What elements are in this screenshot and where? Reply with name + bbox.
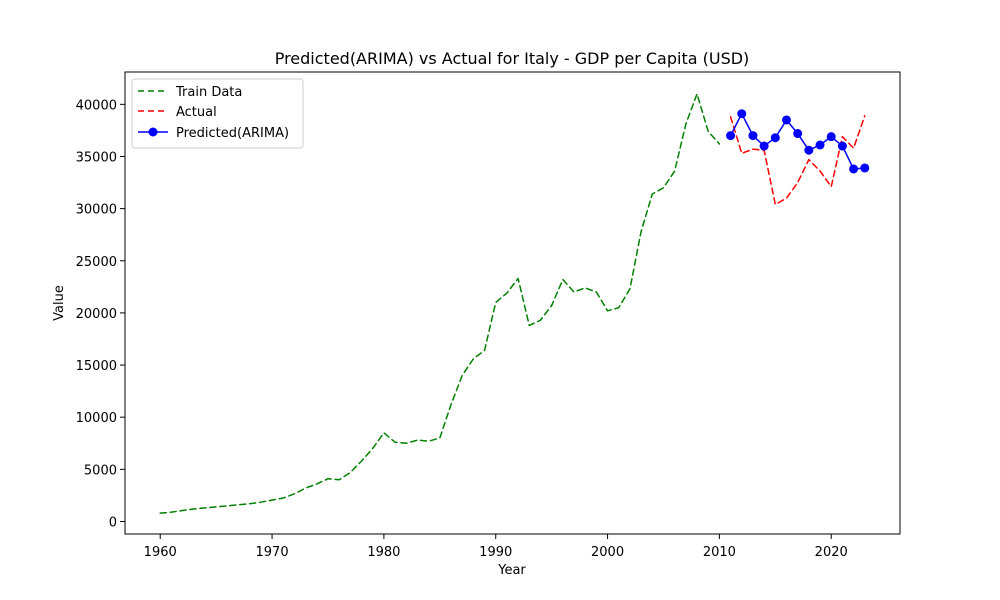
y-tick-label: 40000 xyxy=(76,98,117,113)
legend: Train Data Actual Predicted(ARIMA) xyxy=(131,78,304,149)
x-tick-label: 2000 xyxy=(591,545,624,560)
legend-box xyxy=(131,78,304,149)
predicted-point xyxy=(759,141,769,151)
legend-train-label: Train Data xyxy=(175,85,242,100)
predicted-point xyxy=(826,132,836,142)
legend-predicted-label: Predicted(ARIMA) xyxy=(176,126,289,141)
y-tick-label: 25000 xyxy=(76,255,117,270)
x-tick-label: 1970 xyxy=(256,545,289,560)
predicted-point xyxy=(726,131,736,141)
legend-predicted-marker xyxy=(148,127,158,137)
predicted-point xyxy=(815,140,825,150)
y-axis: 0 5000 10000 15000 20000 25000 30000 35000 40000 xyxy=(76,98,125,530)
predicted-point xyxy=(837,141,847,151)
y-tick-label: 0 xyxy=(109,515,117,530)
predicted-point xyxy=(737,109,747,119)
predicted-point xyxy=(770,133,780,143)
plot-area xyxy=(159,93,870,514)
y-tick-label: 5000 xyxy=(84,463,117,478)
series-line-0 xyxy=(159,93,721,514)
plot-frame xyxy=(124,71,901,535)
x-axis: 1960 1970 1980 1990 2000 2010 2020 xyxy=(144,534,848,560)
predicted-point xyxy=(748,131,758,141)
predicted-point xyxy=(804,145,814,155)
y-tick-label: 10000 xyxy=(76,411,117,426)
y-tick-label: 20000 xyxy=(76,307,117,322)
y-tick-label: 30000 xyxy=(76,203,117,218)
x-tick-label: 2020 xyxy=(815,545,848,560)
x-axis-label: Year xyxy=(497,563,526,578)
legend-actual-label: Actual xyxy=(176,105,217,120)
predicted-point xyxy=(849,164,859,174)
chart-title: Predicted(ARIMA) vs Actual for Italy - G… xyxy=(275,49,750,68)
x-tick-label: 2010 xyxy=(703,545,736,560)
y-tick-label: 35000 xyxy=(76,150,117,165)
x-tick-label: 1980 xyxy=(367,545,400,560)
predicted-point xyxy=(793,129,803,139)
predicted-point xyxy=(860,163,870,173)
y-tick-label: 15000 xyxy=(76,359,117,374)
predicted-point xyxy=(781,115,791,125)
y-axis-label: Value xyxy=(52,285,67,321)
x-tick-label: 1960 xyxy=(144,545,177,560)
x-tick-label: 1990 xyxy=(479,545,512,560)
series-line-1 xyxy=(729,115,866,206)
